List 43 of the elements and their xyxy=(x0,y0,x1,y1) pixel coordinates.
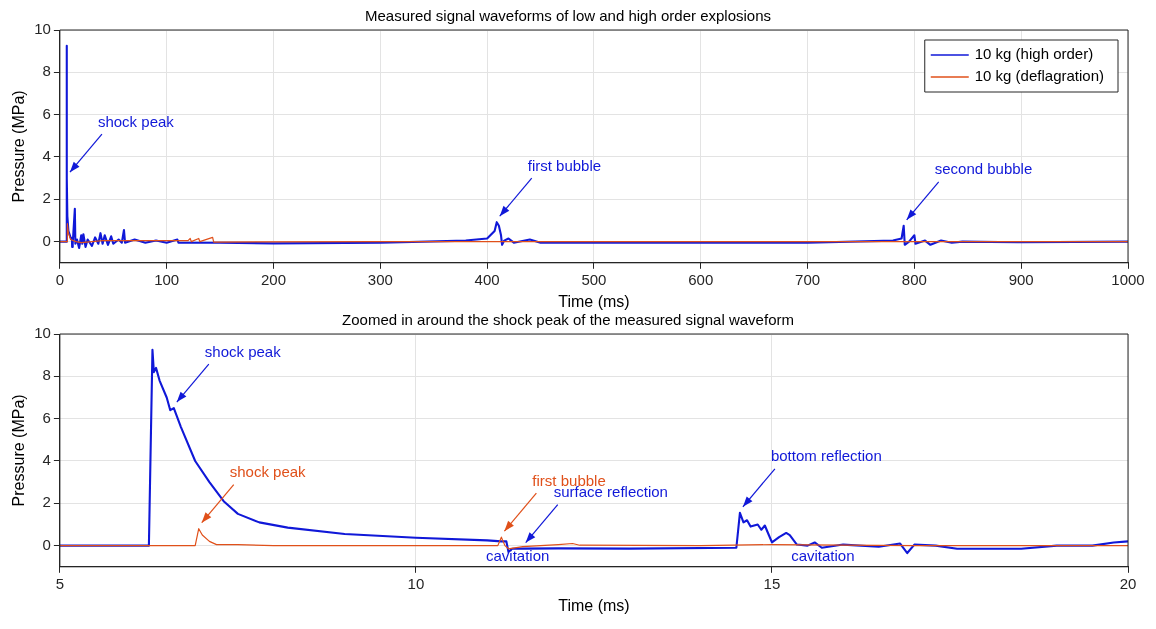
annotation: shock peak xyxy=(204,342,282,360)
y-tick-label: 4 xyxy=(42,147,51,165)
y-axis-title: Pressure (MPa) xyxy=(10,394,28,507)
x-tick-label: 1000 xyxy=(1111,270,1145,288)
y-tick-label: 4 xyxy=(42,451,51,469)
y-tick-label: 10 xyxy=(34,324,51,342)
annotation: cavitation xyxy=(791,547,855,565)
annotation: second bubble xyxy=(934,160,1033,178)
y-tick-label: 0 xyxy=(42,231,51,249)
x-tick-label: 700 xyxy=(795,270,821,288)
x-tick-label: 10 xyxy=(407,574,425,592)
y-tick-label: 0 xyxy=(42,535,51,553)
x-tick-label: 15 xyxy=(763,574,781,592)
chart-title: Measured signal waveforms of low and high order explosions xyxy=(364,7,772,25)
annotation: bottom reflection xyxy=(770,447,882,465)
y-tick-label: 2 xyxy=(42,189,51,207)
y-tick-label: 10 xyxy=(34,20,51,38)
x-tick-label: 20 xyxy=(1119,574,1137,592)
x-tick-label: 300 xyxy=(367,270,393,288)
y-axis-title: Pressure (MPa) xyxy=(10,90,28,203)
y-tick-label: 8 xyxy=(42,366,51,384)
y-tick-label: 2 xyxy=(42,493,51,511)
annotation: shock peak xyxy=(97,112,175,130)
chart-title: Zoomed in around the shock peak of the measured signal waveform xyxy=(342,311,794,329)
x-tick-label: 500 xyxy=(581,270,607,288)
y-tick-label: 6 xyxy=(42,104,51,122)
x-tick-label: 100 xyxy=(154,270,180,288)
annotation: shock peak xyxy=(229,463,307,481)
annotation: cavitation xyxy=(485,547,550,565)
x-axis-title: Time (ms) xyxy=(558,596,630,614)
x-tick-label: 5 xyxy=(55,574,65,592)
x-tick-label: 800 xyxy=(901,270,927,288)
x-tick-label: 400 xyxy=(474,270,500,288)
y-tick-label: 8 xyxy=(42,62,51,80)
y-tick-label: 6 xyxy=(42,408,51,426)
annotation: first bubble xyxy=(527,156,602,174)
x-tick-label: 600 xyxy=(688,270,714,288)
x-tick-label: 0 xyxy=(55,270,65,288)
x-tick-label: 900 xyxy=(1008,270,1034,288)
x-axis-title: Time (ms) xyxy=(558,292,630,310)
legend-label: 10 kg (high order) xyxy=(974,45,1094,63)
legend-label: 10 kg (deflagration) xyxy=(974,67,1105,85)
x-tick-label: 200 xyxy=(260,270,287,288)
